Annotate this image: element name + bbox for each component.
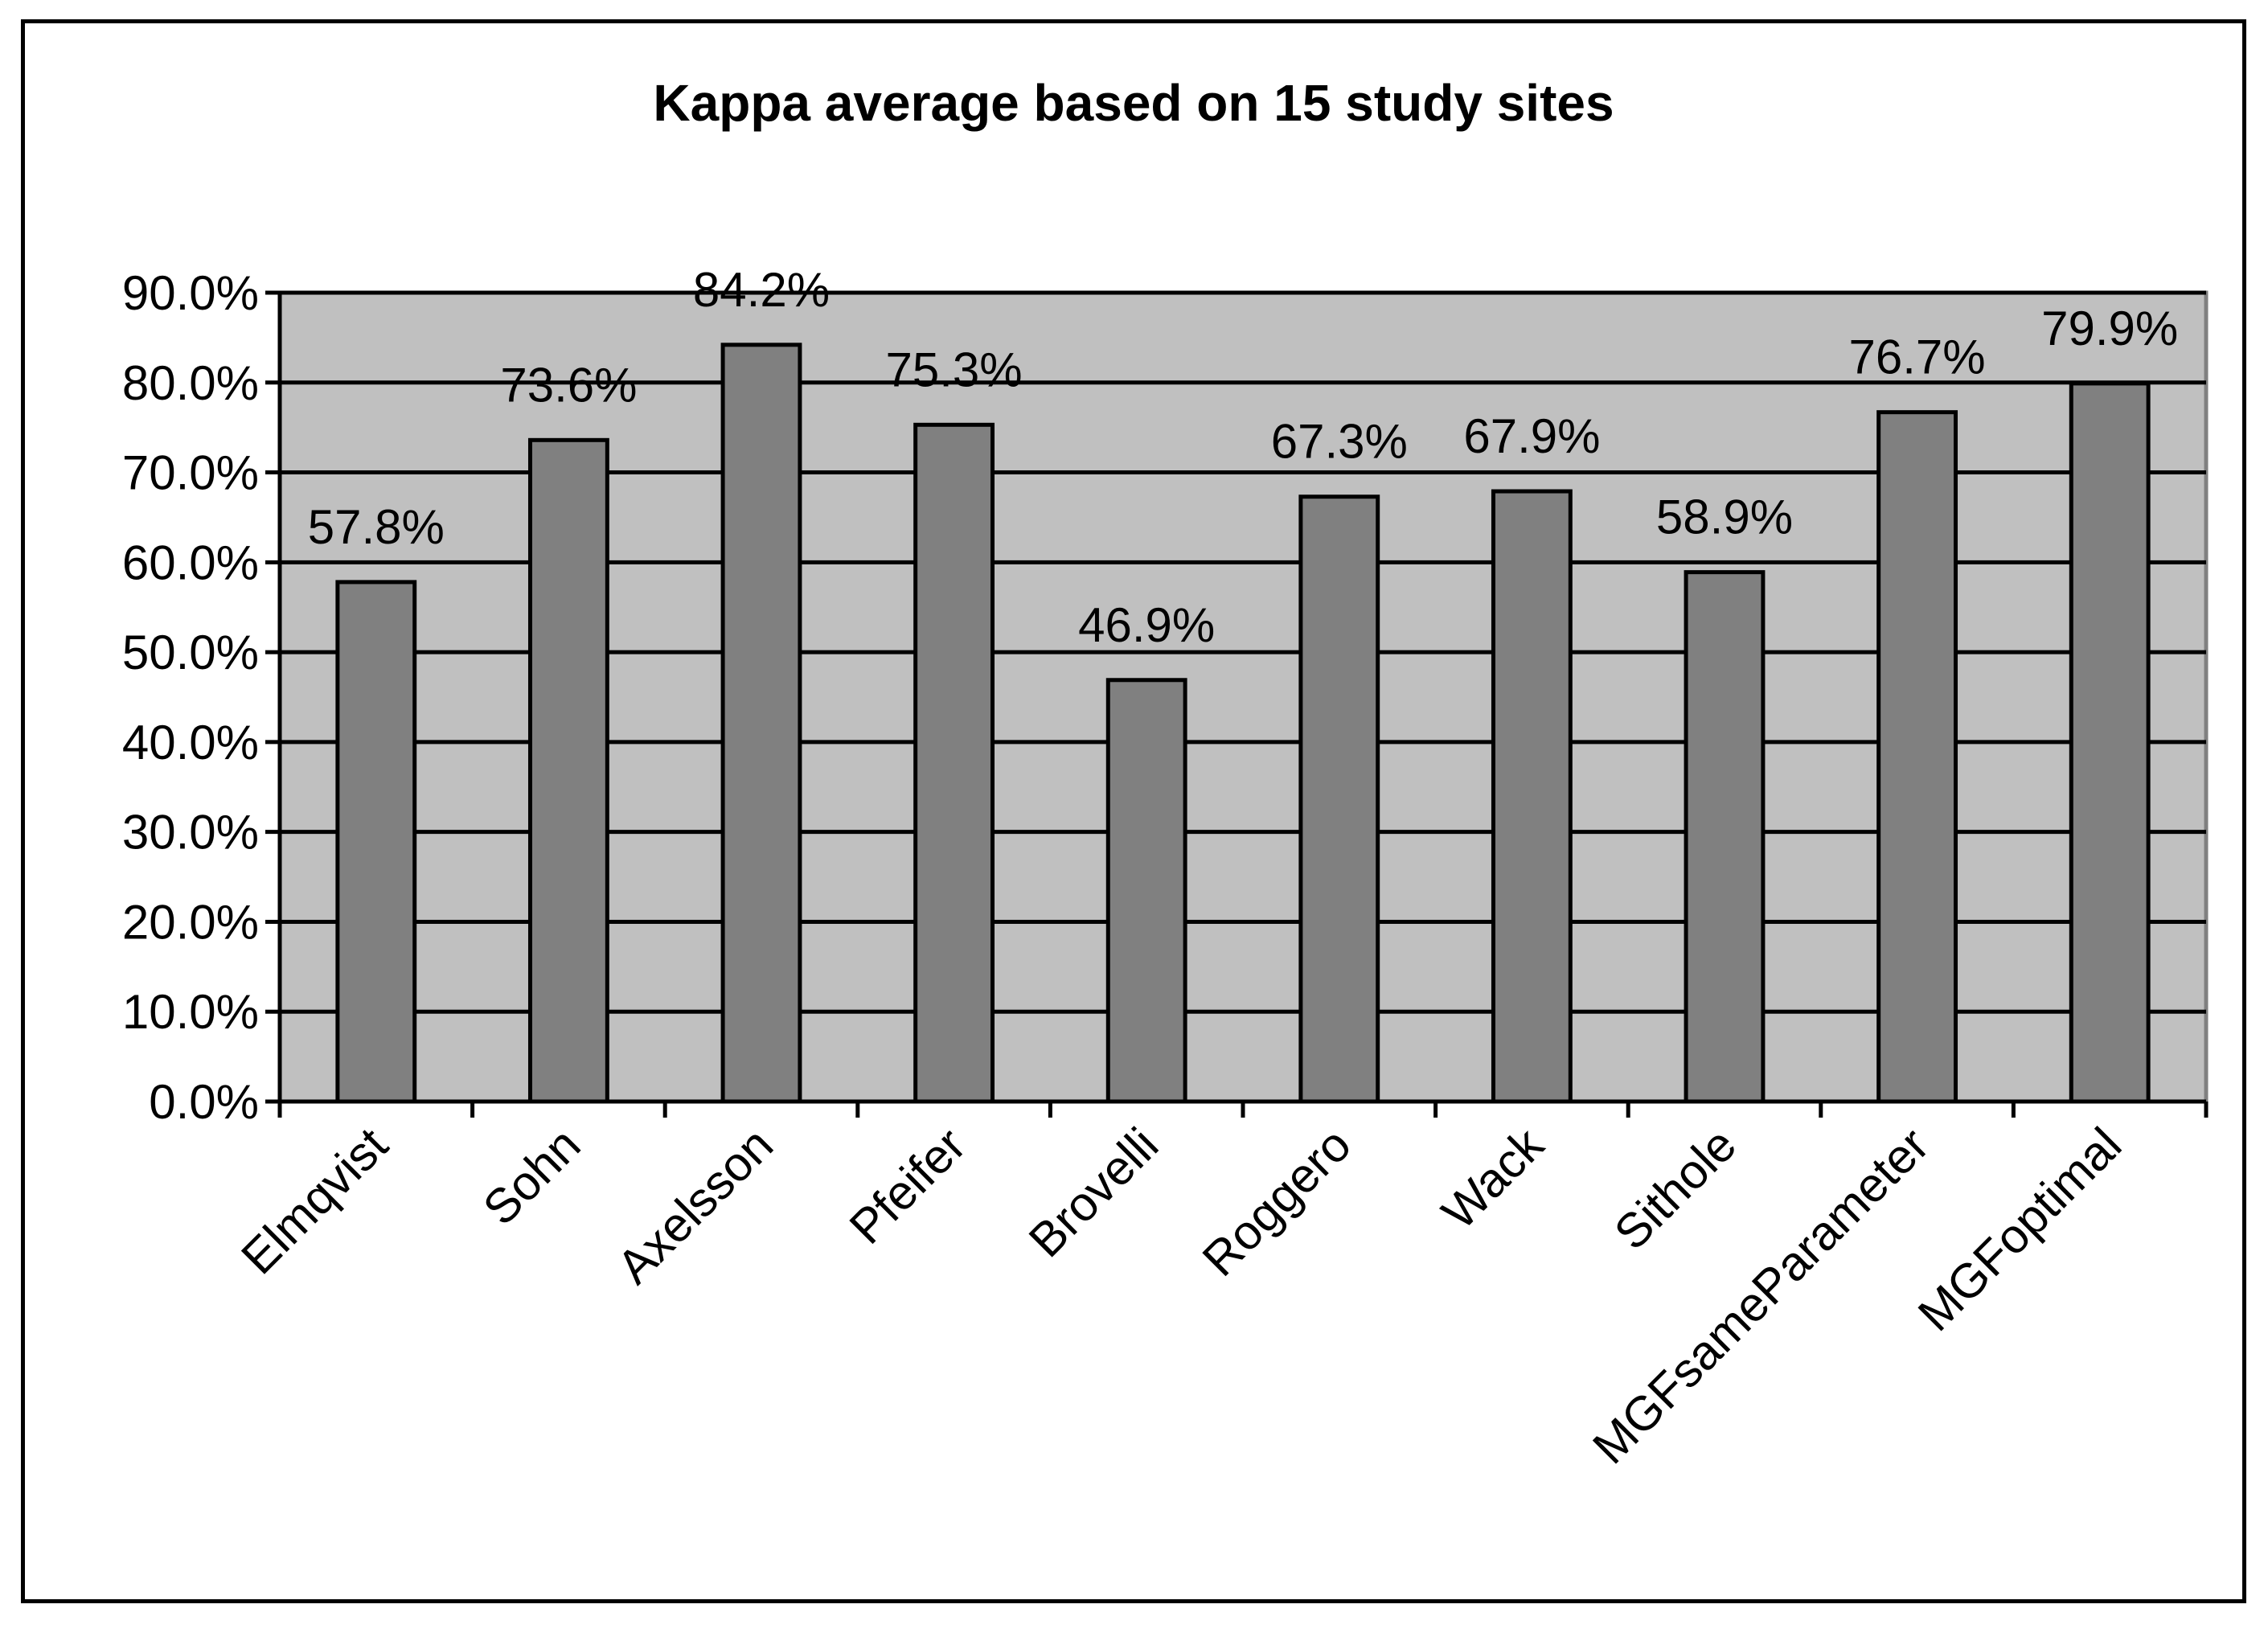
y-tick-label: 70.0%: [122, 446, 259, 500]
data-label: 67.9%: [1463, 409, 1600, 463]
chart-title: Kappa average based on 15 study sites: [653, 74, 1614, 132]
bars: [335, 343, 2151, 1104]
axes: [265, 290, 2209, 1118]
category-label: Elmqvist: [231, 1118, 398, 1285]
bar-pfeifer: [913, 422, 995, 1104]
y-tick-label: 80.0%: [122, 356, 259, 410]
data-label: 76.7%: [1849, 330, 1986, 384]
bar-elmqvist: [335, 580, 417, 1104]
y-tick-label: 90.0%: [122, 266, 259, 320]
category-label: Wack: [1432, 1117, 1555, 1240]
y-tick-label: 40.0%: [122, 716, 259, 769]
y-tick-label: 10.0%: [122, 985, 259, 1039]
y-tick-label: 20.0%: [122, 895, 259, 949]
bar-wack: [1491, 489, 1573, 1104]
data-label: 67.3%: [1271, 415, 1408, 469]
y-tick-label: 60.0%: [122, 535, 259, 589]
data-label: 73.6%: [500, 358, 637, 412]
y-tick-label: 30.0%: [122, 806, 259, 860]
category-label: Brovelli: [1019, 1118, 1168, 1267]
category-label: Sohn: [473, 1118, 590, 1235]
category-label: Roggero: [1192, 1118, 1361, 1286]
category-label: MGFsameParameter: [1582, 1118, 1938, 1474]
category-label: Sithole: [1604, 1118, 1746, 1260]
bar-roggero: [1298, 494, 1380, 1104]
category-label: Pfeifer: [839, 1118, 976, 1254]
bar-sohn: [527, 437, 609, 1104]
data-label: 79.9%: [2041, 302, 2178, 355]
y-tick-label: 50.0%: [122, 626, 259, 679]
data-label: 57.8%: [308, 500, 445, 554]
bar-sithole: [1684, 570, 1766, 1104]
bar-brovelli: [1105, 678, 1187, 1104]
data-label: 84.2%: [693, 263, 830, 317]
bar-mgfsameparameter: [1876, 410, 1958, 1104]
data-label: 75.3%: [886, 343, 1023, 396]
bar-axelsson: [720, 343, 802, 1104]
data-label: 46.9%: [1078, 598, 1215, 652]
bar-mgfoptimal: [2069, 381, 2151, 1104]
y-tick-label: 0.0%: [149, 1075, 259, 1129]
data-label: 58.9%: [1656, 490, 1793, 544]
category-label: MGFoptimal: [1908, 1118, 2131, 1341]
category-label: Axelsson: [607, 1118, 784, 1295]
